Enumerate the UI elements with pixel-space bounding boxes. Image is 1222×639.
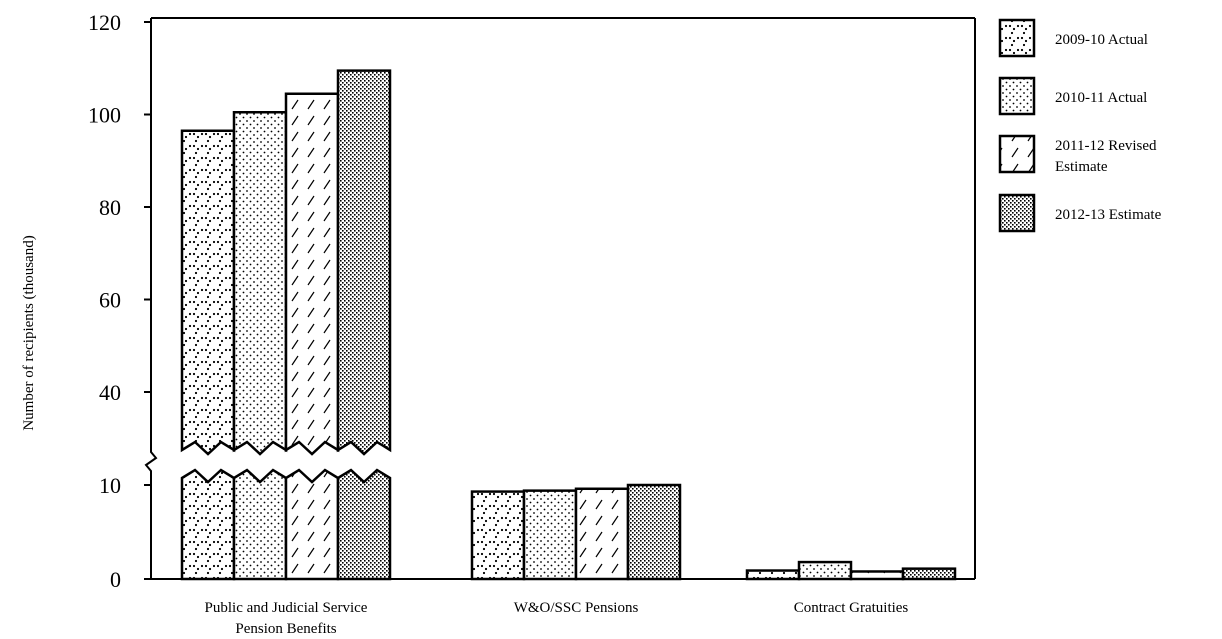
bars: [180, 69, 957, 581]
y-tick-label: 10: [99, 473, 121, 498]
x-category-label: W&O/SSC Pensions: [514, 600, 639, 616]
legend-label: Estimate: [1055, 159, 1108, 175]
bar-lower-segment: [232, 468, 288, 581]
bar-lower-segment: [336, 468, 392, 581]
x-category-label: Contract Gratuities: [794, 600, 909, 616]
y-axis-ticks: 0 10 40 60 80 100 120: [88, 10, 151, 592]
legend-swatch: [998, 134, 1036, 174]
bar: [849, 570, 905, 581]
y-axis-line: [144, 18, 158, 579]
y-tick-label: 80: [99, 195, 121, 220]
legend-label: 2011-12 Revised: [1055, 138, 1157, 154]
legend: 2009-10 Actual 2010-11 Actual 2011-12 Revi…: [998, 18, 1162, 233]
y-tick-label: 120: [88, 10, 121, 35]
bar: [745, 569, 801, 581]
bar-lower-segment: [180, 468, 236, 581]
bar: [522, 489, 578, 581]
y-tick-label: 40: [99, 380, 121, 405]
x-category-label: Public and Judicial Service: [205, 600, 368, 616]
legend-swatch: [998, 18, 1036, 58]
bar: [626, 483, 682, 581]
bar-upper-segment: [336, 69, 392, 456]
legend-swatch: [998, 193, 1036, 233]
y-tick-label: 100: [88, 103, 121, 128]
legend-swatch: [998, 76, 1036, 116]
bar: [574, 487, 630, 581]
bar: [901, 567, 957, 581]
bar-upper-segment: [232, 110, 288, 456]
bar-upper-segment: [180, 129, 236, 456]
legend-label: 2010-11 Actual: [1055, 90, 1147, 106]
y-tick-label: 60: [99, 288, 121, 313]
legend-label: 2012-13 Estimate: [1055, 207, 1162, 223]
y-axis-label: Number of recipients (thousand): [21, 235, 37, 430]
category-labels: Public and Judicial Service Pension Benef…: [205, 600, 909, 637]
bar-lower-segment: [284, 468, 340, 581]
y-tick-label: 0: [110, 567, 121, 592]
bar-upper-segment: [284, 92, 340, 456]
legend-label: 2009-10 Actual: [1055, 32, 1148, 48]
bar: [470, 490, 526, 581]
bar: [797, 560, 853, 581]
x-category-label: Pension Benefits: [235, 621, 336, 637]
